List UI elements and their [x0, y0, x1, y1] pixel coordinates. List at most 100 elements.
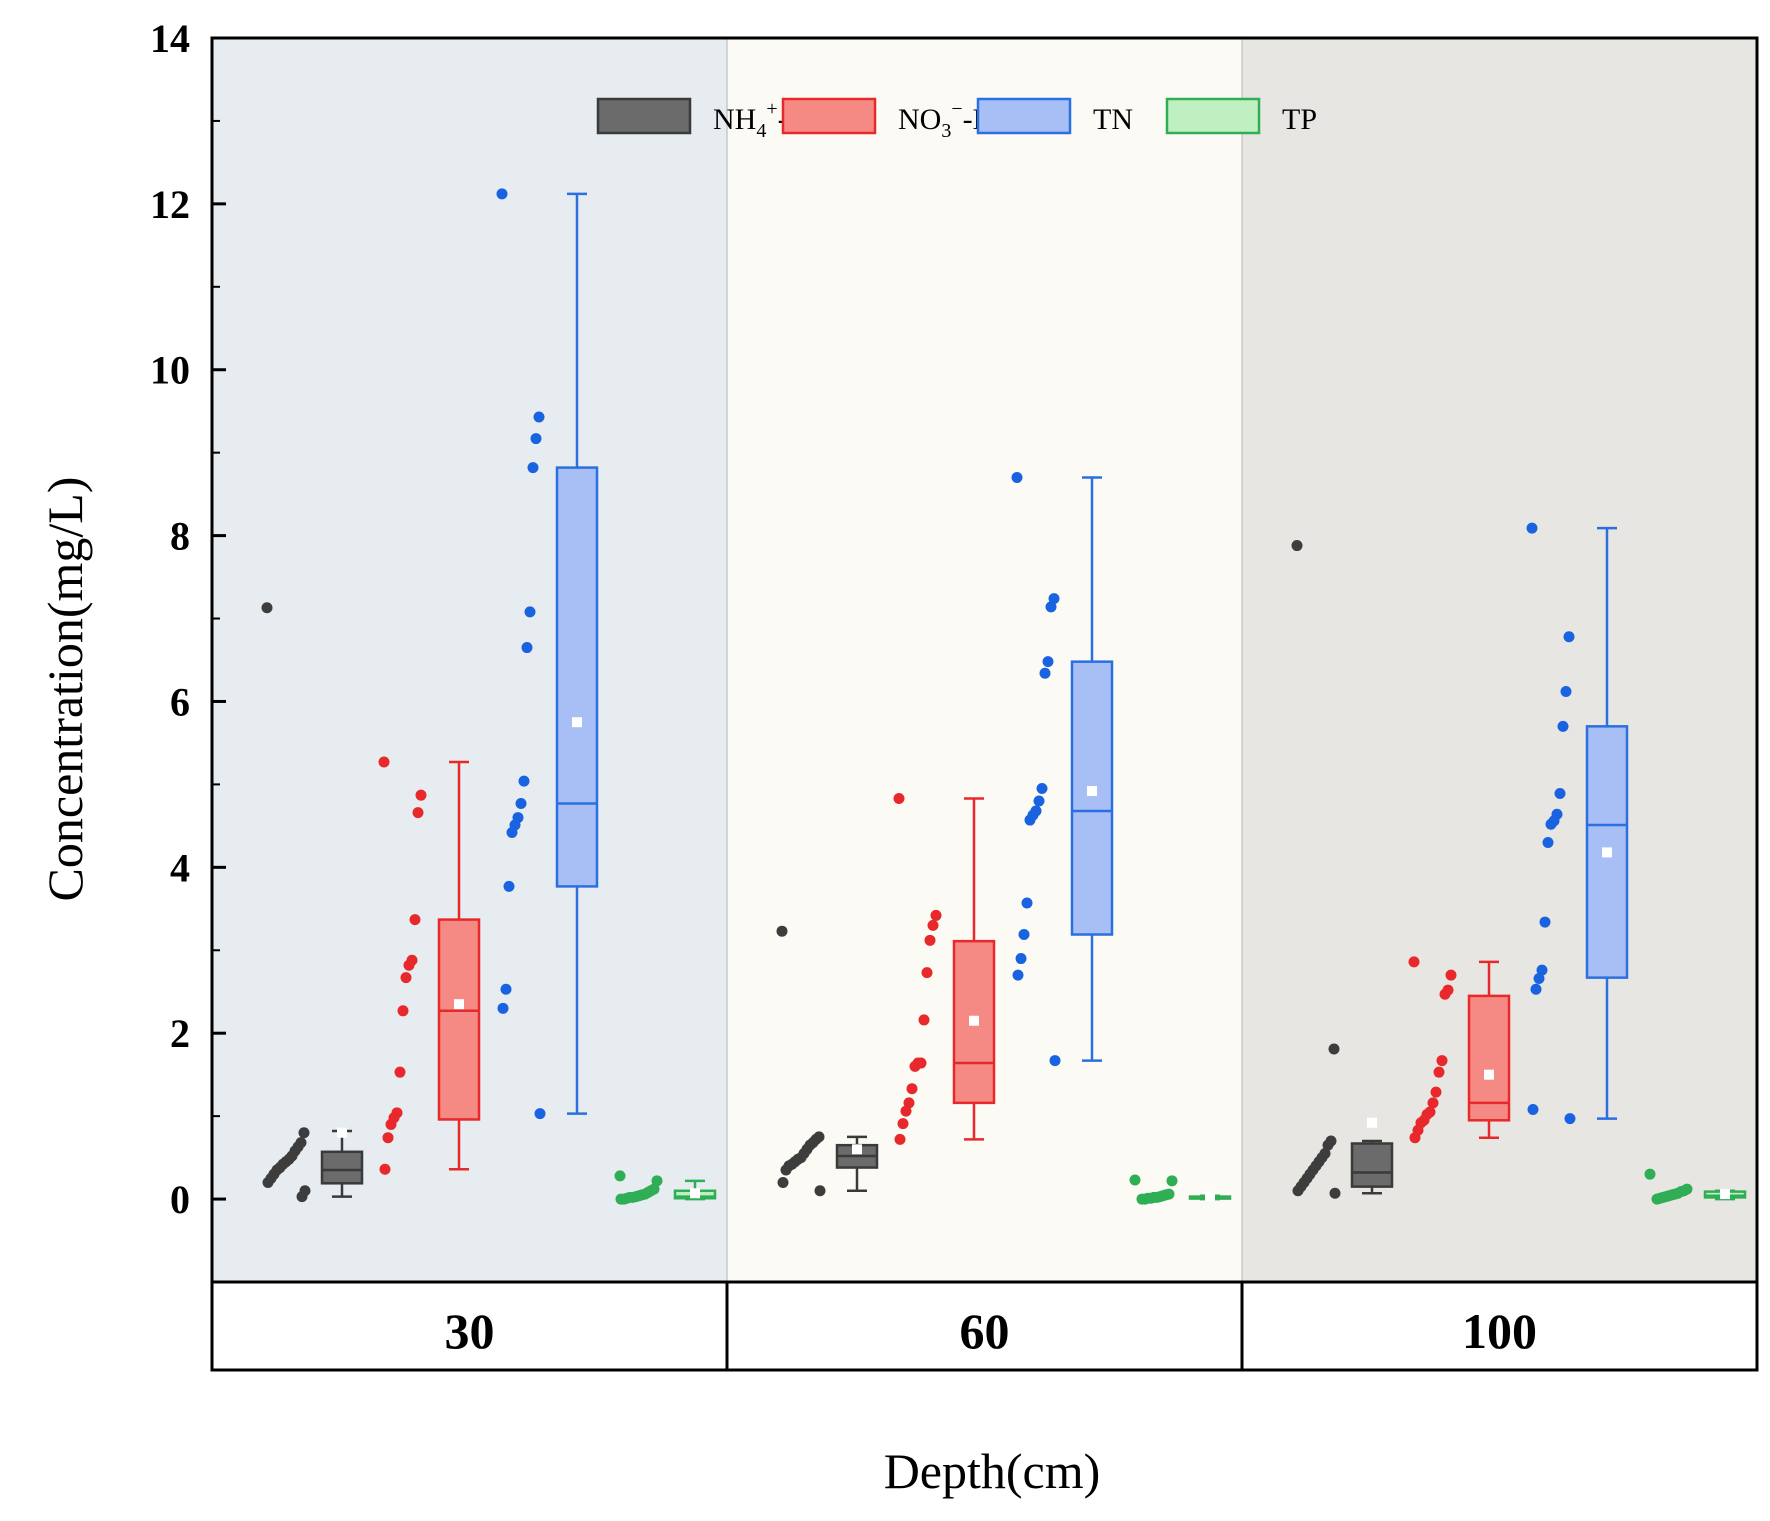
data-point: [1409, 1132, 1421, 1144]
data-point: [1542, 836, 1554, 848]
data-point: [1436, 1055, 1448, 1067]
data-point: [1018, 929, 1030, 941]
mean-marker: [852, 1144, 862, 1155]
mean-marker: [1720, 1189, 1730, 1200]
data-point: [776, 925, 788, 937]
mean-marker: [969, 1015, 979, 1026]
data-point: [400, 972, 412, 984]
mean-marker: [1602, 847, 1612, 858]
box-iqr: [1070, 660, 1114, 936]
data-point: [1563, 631, 1575, 643]
data-point: [614, 1170, 626, 1182]
data-point: [1536, 964, 1548, 976]
mean-marker: [1087, 786, 1097, 797]
data-point: [900, 1105, 912, 1117]
data-point: [1433, 1066, 1445, 1078]
data-point: [534, 1108, 546, 1120]
box-TP-100: [1644, 1168, 1747, 1205]
data-point: [415, 789, 427, 801]
data-point: [506, 827, 518, 839]
mean-marker: [1367, 1117, 1377, 1128]
data-point: [921, 967, 933, 979]
box-NO3--N-60: [893, 792, 996, 1145]
mean-marker: [572, 717, 582, 728]
data-point: [1560, 686, 1572, 698]
data-point: [893, 792, 905, 804]
mean-marker: [1205, 1191, 1215, 1202]
y-tick-label: 4: [170, 845, 190, 890]
data-point: [1430, 1086, 1442, 1098]
group-label-60: 60: [960, 1303, 1010, 1359]
data-point: [1011, 472, 1023, 484]
data-point: [1329, 1187, 1341, 1199]
data-point: [409, 914, 421, 926]
data-point: [1049, 1055, 1061, 1067]
data-point: [518, 775, 530, 787]
data-point: [515, 797, 527, 809]
box-iqr: [1350, 1142, 1394, 1188]
data-point: [521, 642, 533, 654]
group-label-100: 100: [1462, 1303, 1537, 1359]
y-tick-label: 6: [170, 679, 190, 724]
data-point: [533, 411, 545, 423]
data-point: [930, 909, 942, 921]
mean-marker: [337, 1127, 347, 1138]
box-TN-100: [1526, 522, 1629, 1125]
legend-item-TP: TP: [1165, 97, 1317, 136]
data-point: [615, 1193, 627, 1205]
mean-marker: [454, 999, 464, 1010]
data-point: [1042, 656, 1054, 668]
legend-swatch: [1165, 97, 1261, 135]
data-point: [906, 1083, 918, 1095]
data-point: [379, 1163, 391, 1175]
data-point: [296, 1191, 308, 1203]
data-point: [1136, 1193, 1148, 1205]
box-NH4+-N-100: [1291, 540, 1394, 1199]
box-NH4+-N-60: [776, 925, 879, 1197]
data-point: [378, 756, 390, 768]
data-point: [1322, 1139, 1334, 1151]
data-point: [262, 1176, 274, 1188]
data-point: [894, 1133, 906, 1145]
legend-label: TP: [1282, 103, 1317, 136]
y-axis-title: Concentration(mg/L): [37, 477, 93, 902]
box-NH4+-N-30: [261, 602, 364, 1203]
data-point: [412, 807, 424, 819]
data-point: [1024, 814, 1036, 826]
y-tick-label: 14: [150, 16, 190, 61]
data-point: [1129, 1174, 1141, 1186]
data-point: [261, 602, 273, 614]
data-point: [918, 1014, 930, 1026]
data-point: [1036, 783, 1048, 795]
data-point: [394, 1066, 406, 1078]
box-TP-30: [614, 1170, 717, 1205]
y-tick-label: 10: [150, 348, 190, 393]
data-point: [1012, 969, 1024, 981]
data-point: [909, 1060, 921, 1072]
data-point: [1564, 1113, 1576, 1125]
data-point: [927, 919, 939, 931]
box-TN-30: [496, 188, 599, 1120]
data-point: [1651, 1193, 1663, 1205]
data-point: [524, 606, 536, 618]
data-point: [1045, 601, 1057, 613]
data-point: [1526, 522, 1538, 534]
data-point: [1554, 788, 1566, 800]
box-iqr: [1585, 725, 1629, 979]
data-point: [897, 1118, 909, 1130]
data-point: [814, 1185, 826, 1197]
data-point: [1039, 667, 1051, 679]
data-point: [385, 1118, 397, 1130]
box-iqr: [320, 1150, 364, 1185]
data-point: [777, 1176, 789, 1188]
data-point: [497, 1002, 509, 1014]
legend-swatch: [781, 97, 877, 135]
box-iqr: [1467, 994, 1511, 1122]
mean-marker: [1484, 1069, 1494, 1080]
data-point: [1021, 897, 1033, 909]
data-point: [1427, 1097, 1439, 1109]
data-point: [1533, 972, 1545, 984]
legend-swatch: [596, 97, 692, 135]
data-point: [1530, 983, 1542, 995]
data-point: [780, 1164, 792, 1176]
